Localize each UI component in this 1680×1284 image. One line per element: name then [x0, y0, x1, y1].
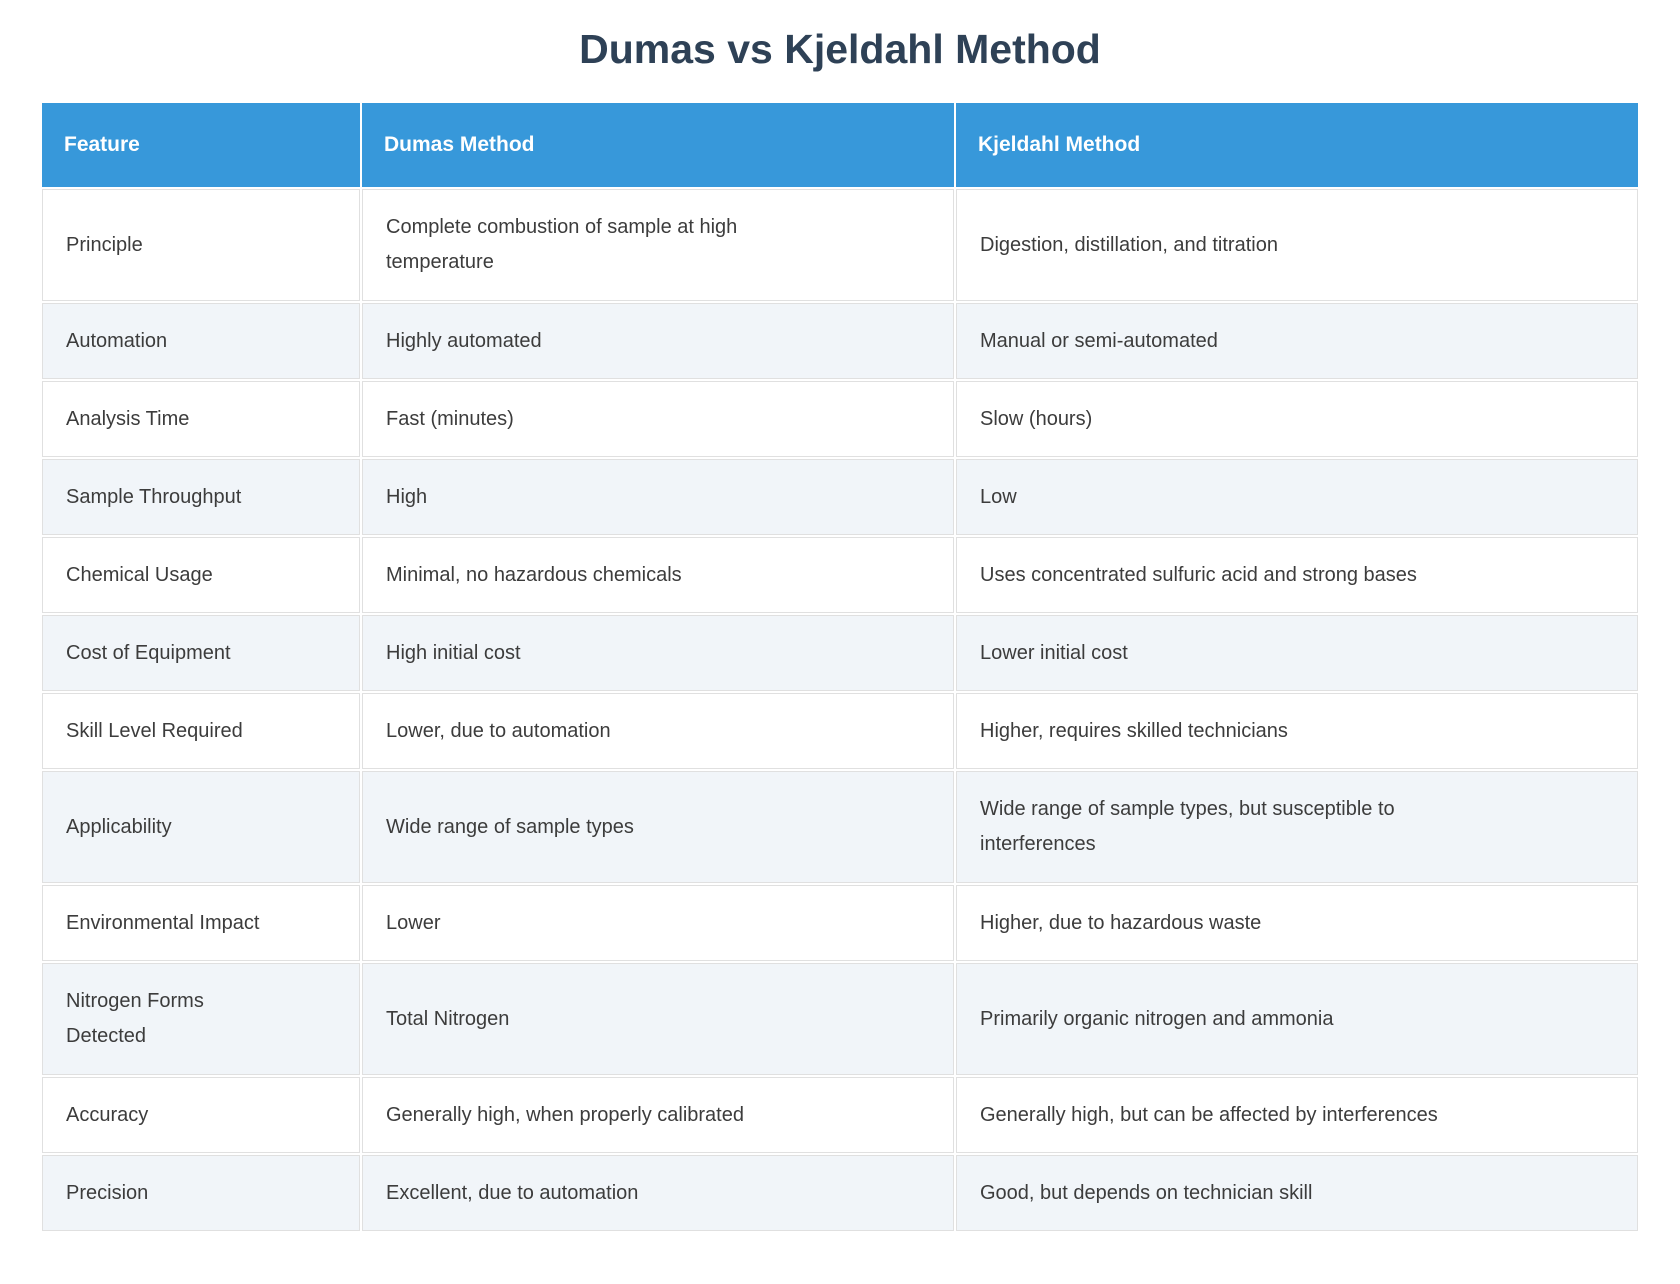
table-row: Sample Throughput High Low [42, 459, 1638, 535]
cell-text: Cost of Equipment [66, 641, 231, 664]
column-header-feature: Feature [42, 103, 360, 187]
dumas-cell: Minimal, no hazardous chemicals [362, 537, 954, 613]
cell-text: High initial cost [386, 641, 521, 664]
table-row: Skill Level Required Lower, due to autom… [42, 693, 1638, 769]
page-title: Dumas vs Kjeldahl Method [579, 26, 1101, 72]
kjeldahl-cell: Generally high, but can be affected by i… [956, 1077, 1638, 1153]
feature-cell: Environmental Impact [42, 885, 360, 961]
cell-text: Lower, due to automation [386, 719, 611, 742]
kjeldahl-cell: Wide range of sample types, but suscepti… [956, 771, 1638, 883]
feature-cell: Precision [42, 1155, 360, 1231]
cell-text: Fast (minutes) [386, 407, 514, 430]
cell-text: Nitrogen Forms Detected [66, 990, 204, 1047]
table-row: Analysis Time Fast (minutes) Slow (hours… [42, 381, 1638, 457]
column-header-kjeldahl: Kjeldahl Method [956, 103, 1638, 187]
feature-cell: Applicability [42, 771, 360, 883]
kjeldahl-cell: Higher, due to hazardous waste [956, 885, 1638, 961]
cell-text: Wide range of sample types, but suscepti… [980, 798, 1395, 855]
dumas-cell: Highly automated [362, 303, 954, 379]
cell-text: Analysis Time [66, 407, 190, 430]
feature-cell: Skill Level Required [42, 693, 360, 769]
dumas-cell: Complete combustion of sample at high te… [362, 189, 954, 301]
cell-text: Digestion, distillation, and titration [980, 233, 1278, 256]
kjeldahl-cell: Primarily organic nitrogen and ammonia [956, 963, 1638, 1075]
dumas-cell: Wide range of sample types [362, 771, 954, 883]
feature-cell: Principle [42, 189, 360, 301]
kjeldahl-cell: Low [956, 459, 1638, 535]
cell-text: Accuracy [66, 1103, 149, 1126]
cell-text: Uses concentrated sulfuric acid and stro… [980, 563, 1417, 586]
cell-text: Generally high, but can be affected by i… [980, 1103, 1438, 1126]
cell-text: Chemical Usage [66, 563, 213, 586]
dumas-cell: Lower [362, 885, 954, 961]
cell-text: Precision [66, 1181, 149, 1204]
cell-text: Automation [66, 329, 168, 352]
cell-text: Skill Level Required [66, 719, 243, 742]
cell-text: Good, but depends on technician skill [980, 1181, 1313, 1204]
cell-text: Manual or semi-automated [980, 329, 1218, 352]
cell-text: Higher, due to hazardous waste [980, 911, 1262, 934]
cell-text: Total Nitrogen [386, 1007, 510, 1030]
cell-text: Highly automated [386, 329, 542, 352]
comparison-table: Feature Dumas Method Kjeldahl Method Pri… [40, 101, 1640, 1233]
table-row: Environmental Impact Lower Higher, due t… [42, 885, 1638, 961]
cell-text: Complete combustion of sample at high te… [386, 216, 738, 273]
cell-text: Environmental Impact [66, 911, 260, 934]
table-row: Accuracy Generally high, when properly c… [42, 1077, 1638, 1153]
kjeldahl-cell: Uses concentrated sulfuric acid and stro… [956, 537, 1638, 613]
dumas-cell: Generally high, when properly calibrated [362, 1077, 954, 1153]
feature-cell: Sample Throughput [42, 459, 360, 535]
kjeldahl-cell: Slow (hours) [956, 381, 1638, 457]
cell-text: Lower [386, 911, 441, 934]
cell-text: Principle [66, 233, 143, 256]
feature-cell: Nitrogen Forms Detected [42, 963, 360, 1075]
feature-cell: Analysis Time [42, 381, 360, 457]
dumas-cell: Lower, due to automation [362, 693, 954, 769]
dumas-cell: Total Nitrogen [362, 963, 954, 1075]
dumas-cell: Fast (minutes) [362, 381, 954, 457]
cell-text: Applicability [66, 815, 172, 838]
cell-text: Sample Throughput [66, 485, 242, 508]
kjeldahl-cell: Digestion, distillation, and titration [956, 189, 1638, 301]
table-row: Principle Complete combustion of sample … [42, 189, 1638, 301]
feature-cell: Chemical Usage [42, 537, 360, 613]
kjeldahl-cell: Manual or semi-automated [956, 303, 1638, 379]
cell-text: Primarily organic nitrogen and ammonia [980, 1007, 1334, 1030]
cell-text: Lower initial cost [980, 641, 1128, 664]
table-row: Chemical Usage Minimal, no hazardous che… [42, 537, 1638, 613]
cell-text: Low [980, 485, 1017, 508]
cell-text: Generally high, when properly calibrated [386, 1103, 744, 1126]
cell-text: Higher, requires skilled technicians [980, 719, 1288, 742]
dumas-cell: High initial cost [362, 615, 954, 691]
cell-text: Slow (hours) [980, 407, 1093, 430]
table-row: Applicability Wide range of sample types… [42, 771, 1638, 883]
table-row: Automation Highly automated Manual or se… [42, 303, 1638, 379]
header-row: Feature Dumas Method Kjeldahl Method [42, 103, 1638, 187]
feature-cell: Automation [42, 303, 360, 379]
table-row: Cost of Equipment High initial cost Lowe… [42, 615, 1638, 691]
kjeldahl-cell: Lower initial cost [956, 615, 1638, 691]
cell-text: Minimal, no hazardous chemicals [386, 563, 682, 586]
cell-text: Wide range of sample types [386, 815, 634, 838]
table-row: Precision Excellent, due to automation G… [42, 1155, 1638, 1231]
dumas-cell: High [362, 459, 954, 535]
kjeldahl-cell: Higher, requires skilled technicians [956, 693, 1638, 769]
kjeldahl-cell: Good, but depends on technician skill [956, 1155, 1638, 1231]
column-header-dumas: Dumas Method [362, 103, 954, 187]
table-row: Nitrogen Forms Detected Total Nitrogen P… [42, 963, 1638, 1075]
feature-cell: Accuracy [42, 1077, 360, 1153]
dumas-cell: Excellent, due to automation [362, 1155, 954, 1231]
feature-cell: Cost of Equipment [42, 615, 360, 691]
cell-text: Excellent, due to automation [386, 1181, 639, 1204]
cell-text: High [386, 485, 428, 508]
